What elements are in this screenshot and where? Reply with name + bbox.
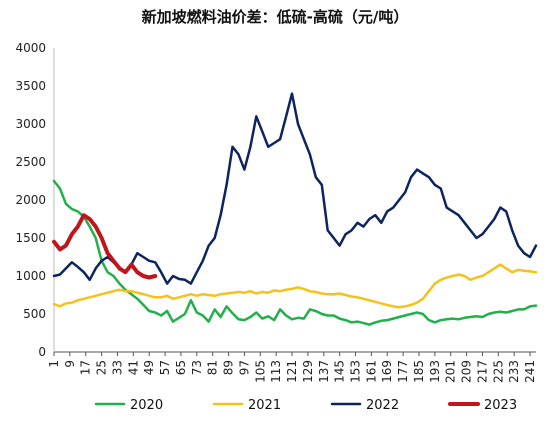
x-tick-label: 49 — [142, 360, 156, 375]
x-tick-label: 17 — [79, 360, 93, 375]
legend-label-2023: 2023 — [484, 398, 517, 413]
series-line-2022 — [52, 92, 538, 285]
y-tick-label: 3500 — [15, 79, 46, 93]
x-tick-label: 1 — [47, 360, 61, 368]
x-tick-label: 121 — [285, 360, 299, 383]
x-tick-label: 209 — [460, 360, 474, 383]
x-tick-label: 193 — [428, 360, 442, 383]
x-tick-label: 169 — [380, 360, 394, 383]
x-tick-label: 97 — [237, 360, 251, 375]
legend-label-2020: 2020 — [130, 398, 163, 413]
y-tick-label: 4000 — [15, 41, 46, 55]
x-tick-label: 57 — [158, 360, 172, 375]
x-tick-label: 145 — [333, 360, 347, 383]
y-tick-label: 1000 — [15, 269, 46, 283]
x-tick-label: 225 — [491, 360, 505, 383]
x-tick-label: 41 — [126, 360, 140, 375]
x-tick-label: 25 — [95, 360, 109, 375]
series-lines — [52, 92, 538, 326]
x-tick-label: 73 — [190, 360, 204, 375]
x-tick-label: 137 — [317, 360, 331, 383]
x-tick-label: 201 — [444, 360, 458, 383]
x-tick-label: 81 — [206, 360, 220, 375]
x-tick-label: 65 — [174, 360, 188, 375]
x-tick-label: 105 — [253, 360, 267, 383]
x-tick-label: 89 — [222, 360, 236, 375]
axes: 0 500 1000 1500 2000 2500 3000 3500 4000 1 9 17 25 33… — [15, 41, 537, 383]
series-line-2020 — [52, 179, 538, 326]
x-tick-label: 113 — [269, 360, 283, 383]
chart-title: 新加坡燃料油价差：低硫-高硫（元/吨） — [142, 8, 409, 26]
x-tick-label: 177 — [396, 360, 410, 383]
legend-label-2022: 2022 — [366, 398, 399, 413]
x-tick-label: 241 — [523, 360, 537, 383]
legend: 2020 2021 2022 2023 — [94, 398, 517, 413]
y-tick-label: 3000 — [15, 117, 46, 131]
x-tick-label: 9 — [63, 360, 77, 368]
y-tick-label: 2000 — [15, 193, 46, 207]
y-tick-label: 0 — [38, 345, 46, 359]
x-tick-label: 161 — [364, 360, 378, 383]
legend-label-2021: 2021 — [248, 398, 281, 413]
x-tick-label: 129 — [301, 360, 315, 383]
x-tick-label: 217 — [475, 360, 489, 383]
x-tick-label: 153 — [348, 360, 362, 383]
x-tick-label: 185 — [412, 360, 426, 383]
x-tick-label: 233 — [507, 360, 521, 383]
series-line-2023 — [52, 213, 158, 280]
series-line-2021 — [52, 263, 538, 309]
y-tick-label: 500 — [23, 307, 46, 321]
y-tick-label: 2500 — [15, 155, 46, 169]
y-tick-label: 1500 — [15, 231, 46, 245]
x-tick-label: 33 — [110, 360, 124, 375]
